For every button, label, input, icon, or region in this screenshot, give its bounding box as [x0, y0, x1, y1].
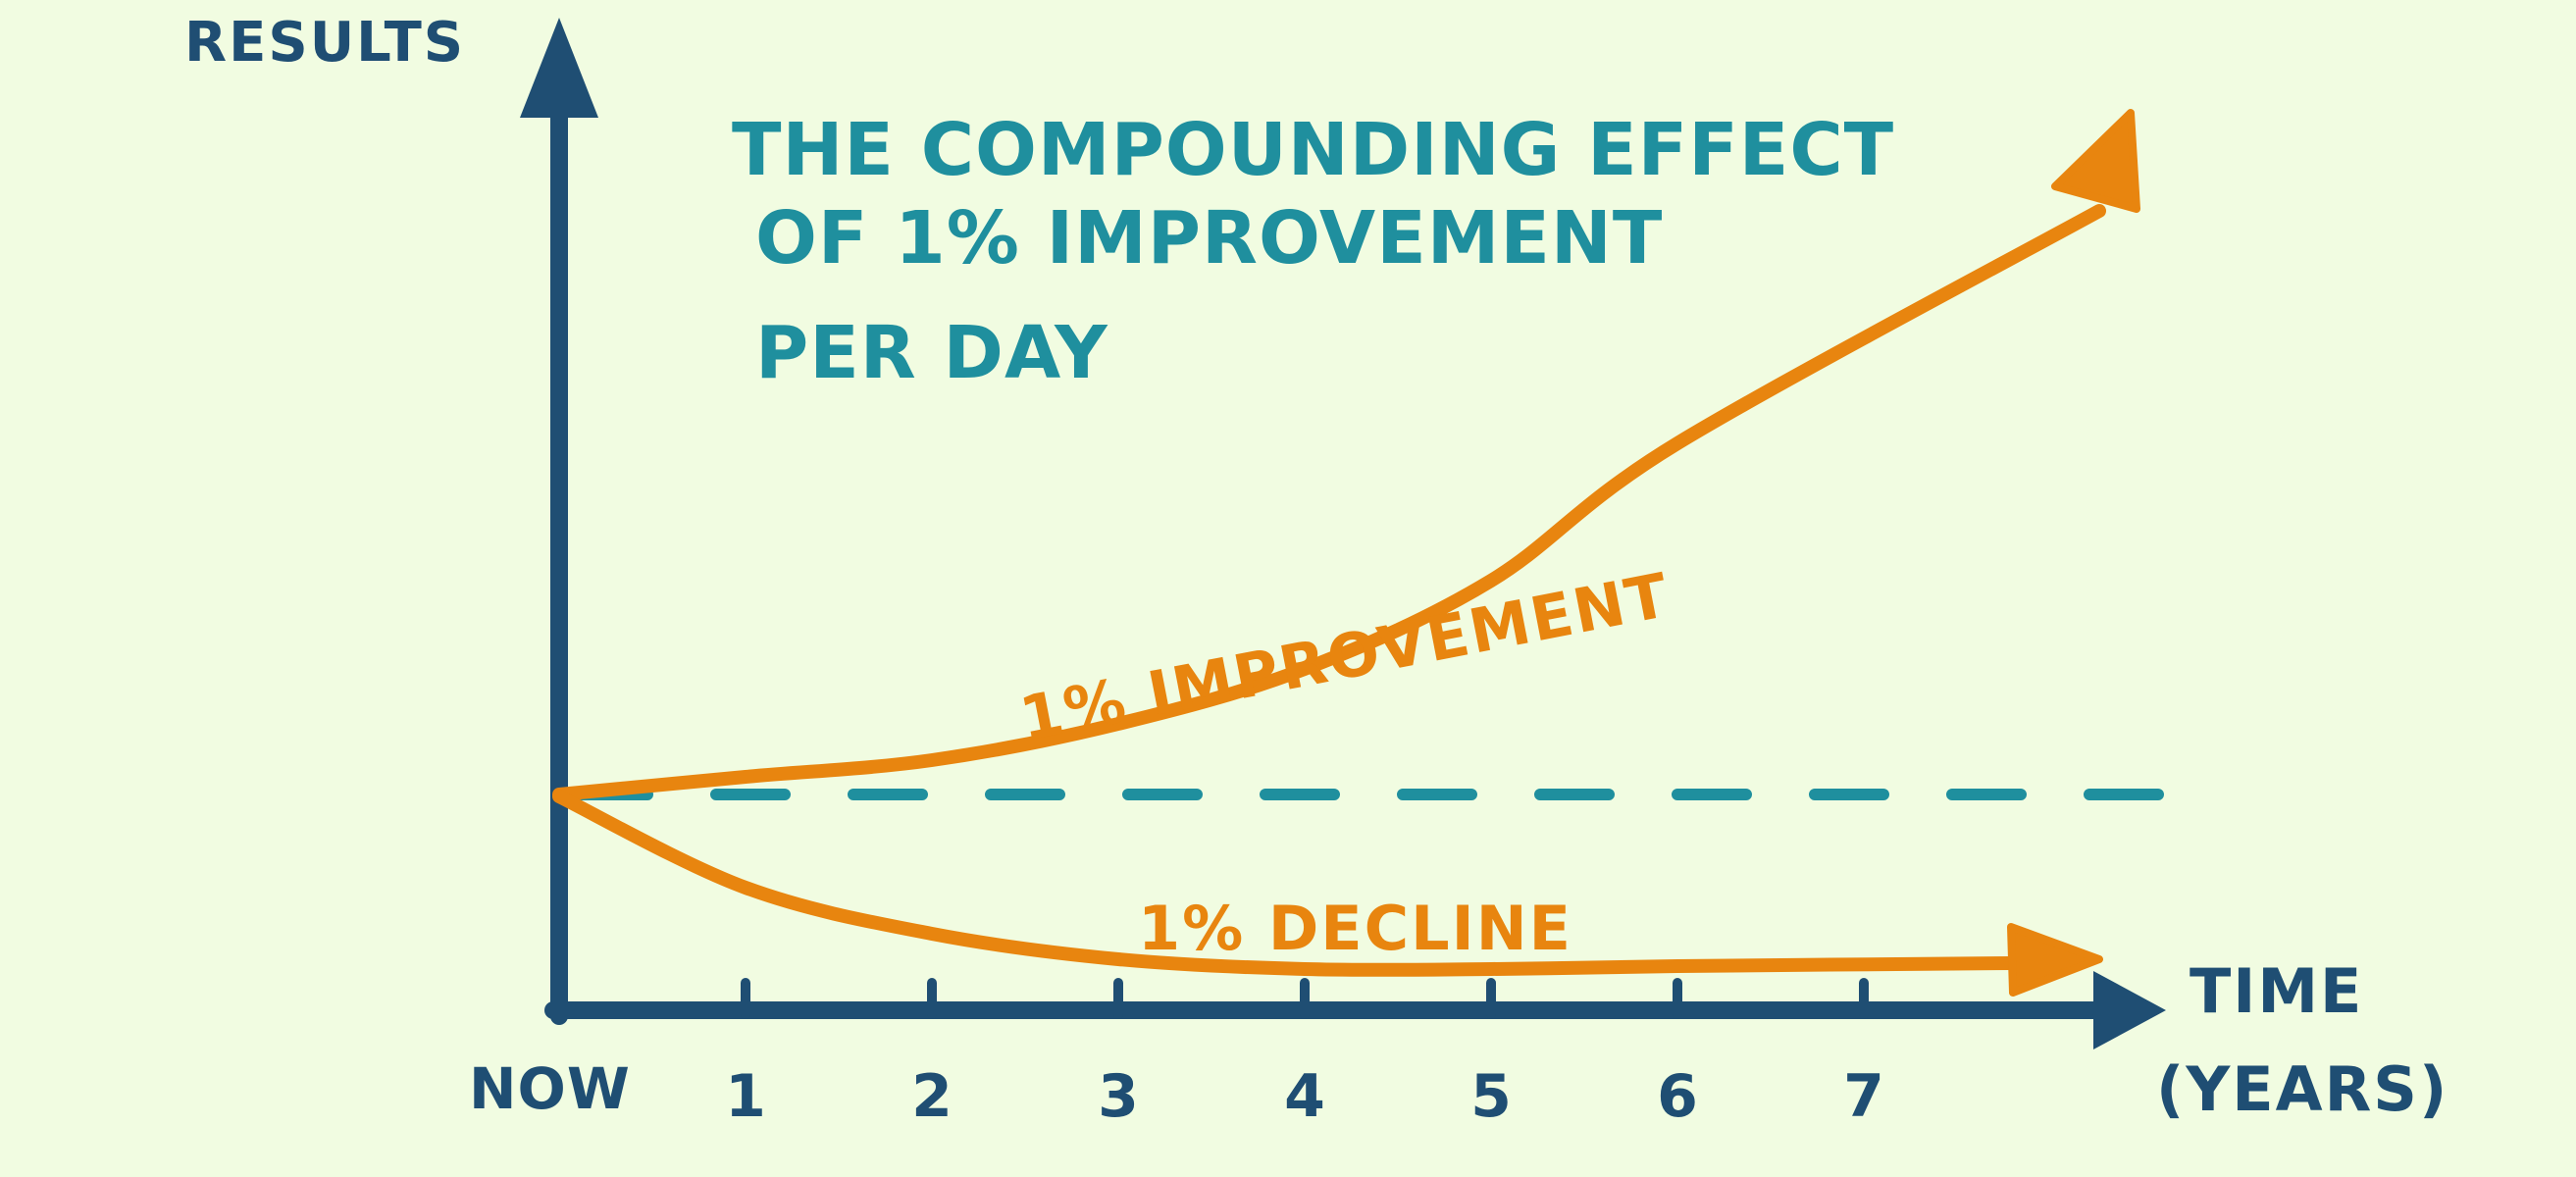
- x-axis-label-unit: (YEARS): [2156, 1053, 2448, 1125]
- y-axis-arrowhead: [520, 18, 598, 118]
- ticks-layer: 1 2 3 4 5 6 7: [725, 978, 1884, 1131]
- decline-arrowhead: [2007, 923, 2103, 997]
- series-line-improvement: [552, 204, 2106, 801]
- series-label-decline: 1% DECLINE: [1138, 893, 1572, 964]
- title-line-3: PER DAY: [755, 311, 1108, 395]
- series-line-decline: [552, 790, 2018, 977]
- series-label-improvement: 1% IMPROVEMENT: [1014, 559, 1675, 755]
- x-axis-start-label: NOW: [469, 1055, 631, 1122]
- title-line-2: OF 1% IMPROVEMENT: [755, 196, 1663, 281]
- title-line-1: THE COMPOUNDING EFFECT: [732, 108, 1894, 192]
- improvement-arrowhead: [2051, 109, 2140, 213]
- x-tick-label: 3: [1098, 1062, 1139, 1131]
- chart-title: THE COMPOUNDING EFFECT OF 1% IMPROVEMENT…: [732, 108, 1894, 395]
- axes: RESULTS TIME (YEARS) NOW: [184, 11, 2448, 1125]
- x-tick-label: 1: [725, 1062, 766, 1131]
- x-axis-arrowhead: [2093, 971, 2166, 1049]
- x-tick-label: 4: [1284, 1062, 1325, 1131]
- y-axis-label: RESULTS: [184, 11, 465, 75]
- x-tick-label: 7: [1843, 1062, 1884, 1131]
- x-tick-label: 5: [1470, 1062, 1512, 1131]
- x-tick-label: 6: [1657, 1062, 1698, 1131]
- x-axis-label-time: TIME: [2190, 955, 2363, 1027]
- x-tick-label: 2: [911, 1062, 953, 1131]
